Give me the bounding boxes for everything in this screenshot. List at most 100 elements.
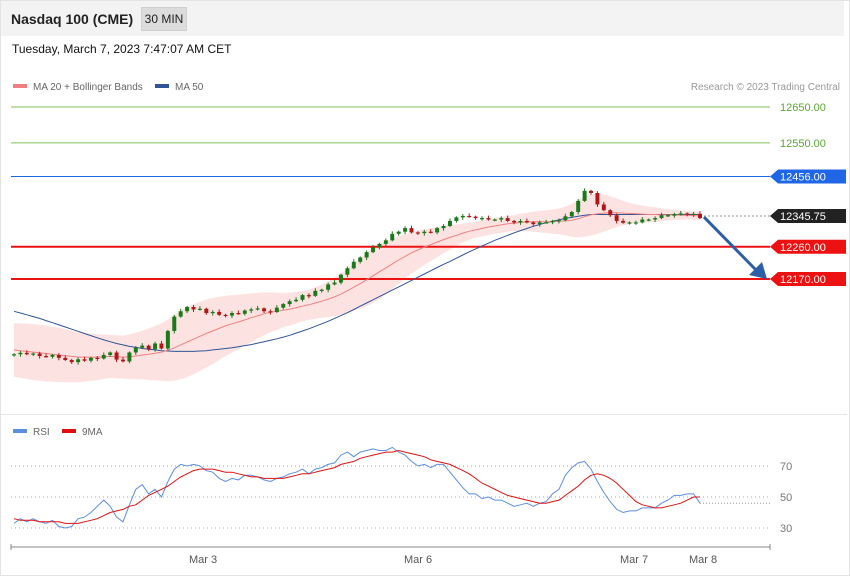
candle-body <box>608 210 613 216</box>
candle-body <box>236 313 241 315</box>
candle-24 <box>165 329 170 351</box>
candle-54 <box>358 256 363 264</box>
candle-body <box>415 232 420 234</box>
candle-91 <box>595 191 600 207</box>
candle-84 <box>550 219 555 225</box>
candle-body <box>165 330 170 349</box>
x-tick-mar-6: Mar 6 <box>404 554 432 566</box>
candle-body <box>108 352 113 355</box>
candle-body <box>56 354 61 358</box>
candle-66 <box>435 227 440 235</box>
candle-103 <box>672 212 677 218</box>
candle-3 <box>31 352 36 357</box>
candle-body <box>249 309 254 311</box>
header-bar: Nasdaq 100 (CME) 30 MIN <box>1 1 844 36</box>
ma20-legend-swatch <box>13 84 27 88</box>
candle-body <box>563 216 568 221</box>
candle-97 <box>633 220 638 225</box>
candle-body <box>326 284 331 290</box>
candle-body <box>371 247 376 253</box>
candle-23 <box>159 340 164 350</box>
forecast-arrow-shaft <box>702 215 758 272</box>
level-12456-00-label: 12456.00 <box>780 172 826 184</box>
candle-93 <box>608 209 613 218</box>
candle-98 <box>640 217 645 224</box>
candle-43 <box>287 299 292 307</box>
candle-body <box>319 289 324 291</box>
candle-96 <box>627 221 632 225</box>
candle-77 <box>505 215 510 223</box>
candle-body <box>480 218 485 220</box>
credit-text: Research © 2023 Trading Central <box>691 82 840 93</box>
candle-body <box>390 233 395 241</box>
timeframe-button[interactable]: 30 MIN <box>141 7 187 31</box>
candle-body <box>146 345 151 350</box>
candle-body <box>556 220 561 222</box>
rsi-panel: 70 50 30 <box>11 446 792 535</box>
candle-81 <box>531 221 536 226</box>
candle-58 <box>383 238 388 247</box>
candle-body <box>140 345 145 348</box>
candle-body <box>133 347 138 353</box>
candle-36 <box>242 309 247 316</box>
candle-body <box>63 357 68 360</box>
forecast-arrow-head <box>749 262 767 279</box>
candle-17 <box>121 357 125 363</box>
candle-body <box>492 219 497 221</box>
candle-45 <box>300 294 305 302</box>
rsi-line <box>13 446 701 529</box>
candle-101 <box>659 212 664 220</box>
candle-85 <box>556 218 561 224</box>
candle-64 <box>422 229 427 236</box>
candle-72 <box>473 215 478 220</box>
candle-body <box>537 222 542 225</box>
candle-body <box>524 220 529 223</box>
candle-31 <box>210 310 215 316</box>
candle-104 <box>678 210 683 216</box>
candle-6 <box>50 353 55 359</box>
x-tick-mar-8: Mar 8 <box>689 554 717 566</box>
candle-body <box>544 222 549 224</box>
candle-22 <box>153 341 158 352</box>
candle-48 <box>319 288 324 293</box>
x-tick-mar-7: Mar 7 <box>620 554 648 566</box>
candle-71 <box>467 213 472 218</box>
candle-16 <box>114 350 119 363</box>
candle-body <box>640 219 645 223</box>
candle-5 <box>44 353 49 358</box>
candle-95 <box>621 218 626 224</box>
candle-body <box>229 313 234 316</box>
candle-10 <box>76 357 81 365</box>
candle-67 <box>441 224 446 231</box>
candle-86 <box>563 213 568 222</box>
candle-12 <box>88 356 93 363</box>
candle-20 <box>140 343 145 349</box>
ma50-legend-label: MA 50 <box>175 82 204 93</box>
rsi-ma-legend-label: 9MA <box>82 427 103 438</box>
level-12170-00-label: 12170.00 <box>780 274 826 286</box>
candle-body <box>262 308 267 312</box>
candle-body <box>178 311 183 317</box>
candle-63 <box>415 231 420 235</box>
candle-34 <box>229 311 234 319</box>
candle-38 <box>255 305 260 311</box>
candle-body <box>621 220 626 223</box>
candle-body <box>377 243 382 248</box>
ma20-legend-label: MA 20 + Bollinger Bands <box>33 82 143 93</box>
level-12260-00-label: 12260.00 <box>780 242 826 254</box>
candle-body <box>191 306 196 310</box>
candle-68 <box>447 218 452 228</box>
candle-61 <box>403 226 408 235</box>
candle-35 <box>236 310 241 315</box>
candle-body <box>76 359 81 363</box>
candle-body <box>659 215 664 219</box>
candle-body <box>114 352 119 360</box>
candle-body <box>159 343 164 349</box>
candle-46 <box>306 293 311 299</box>
candle-body <box>82 359 87 361</box>
candle-body <box>589 190 593 193</box>
candle-18 <box>127 351 132 364</box>
candle-51 <box>338 273 343 285</box>
candle-body <box>268 311 273 313</box>
